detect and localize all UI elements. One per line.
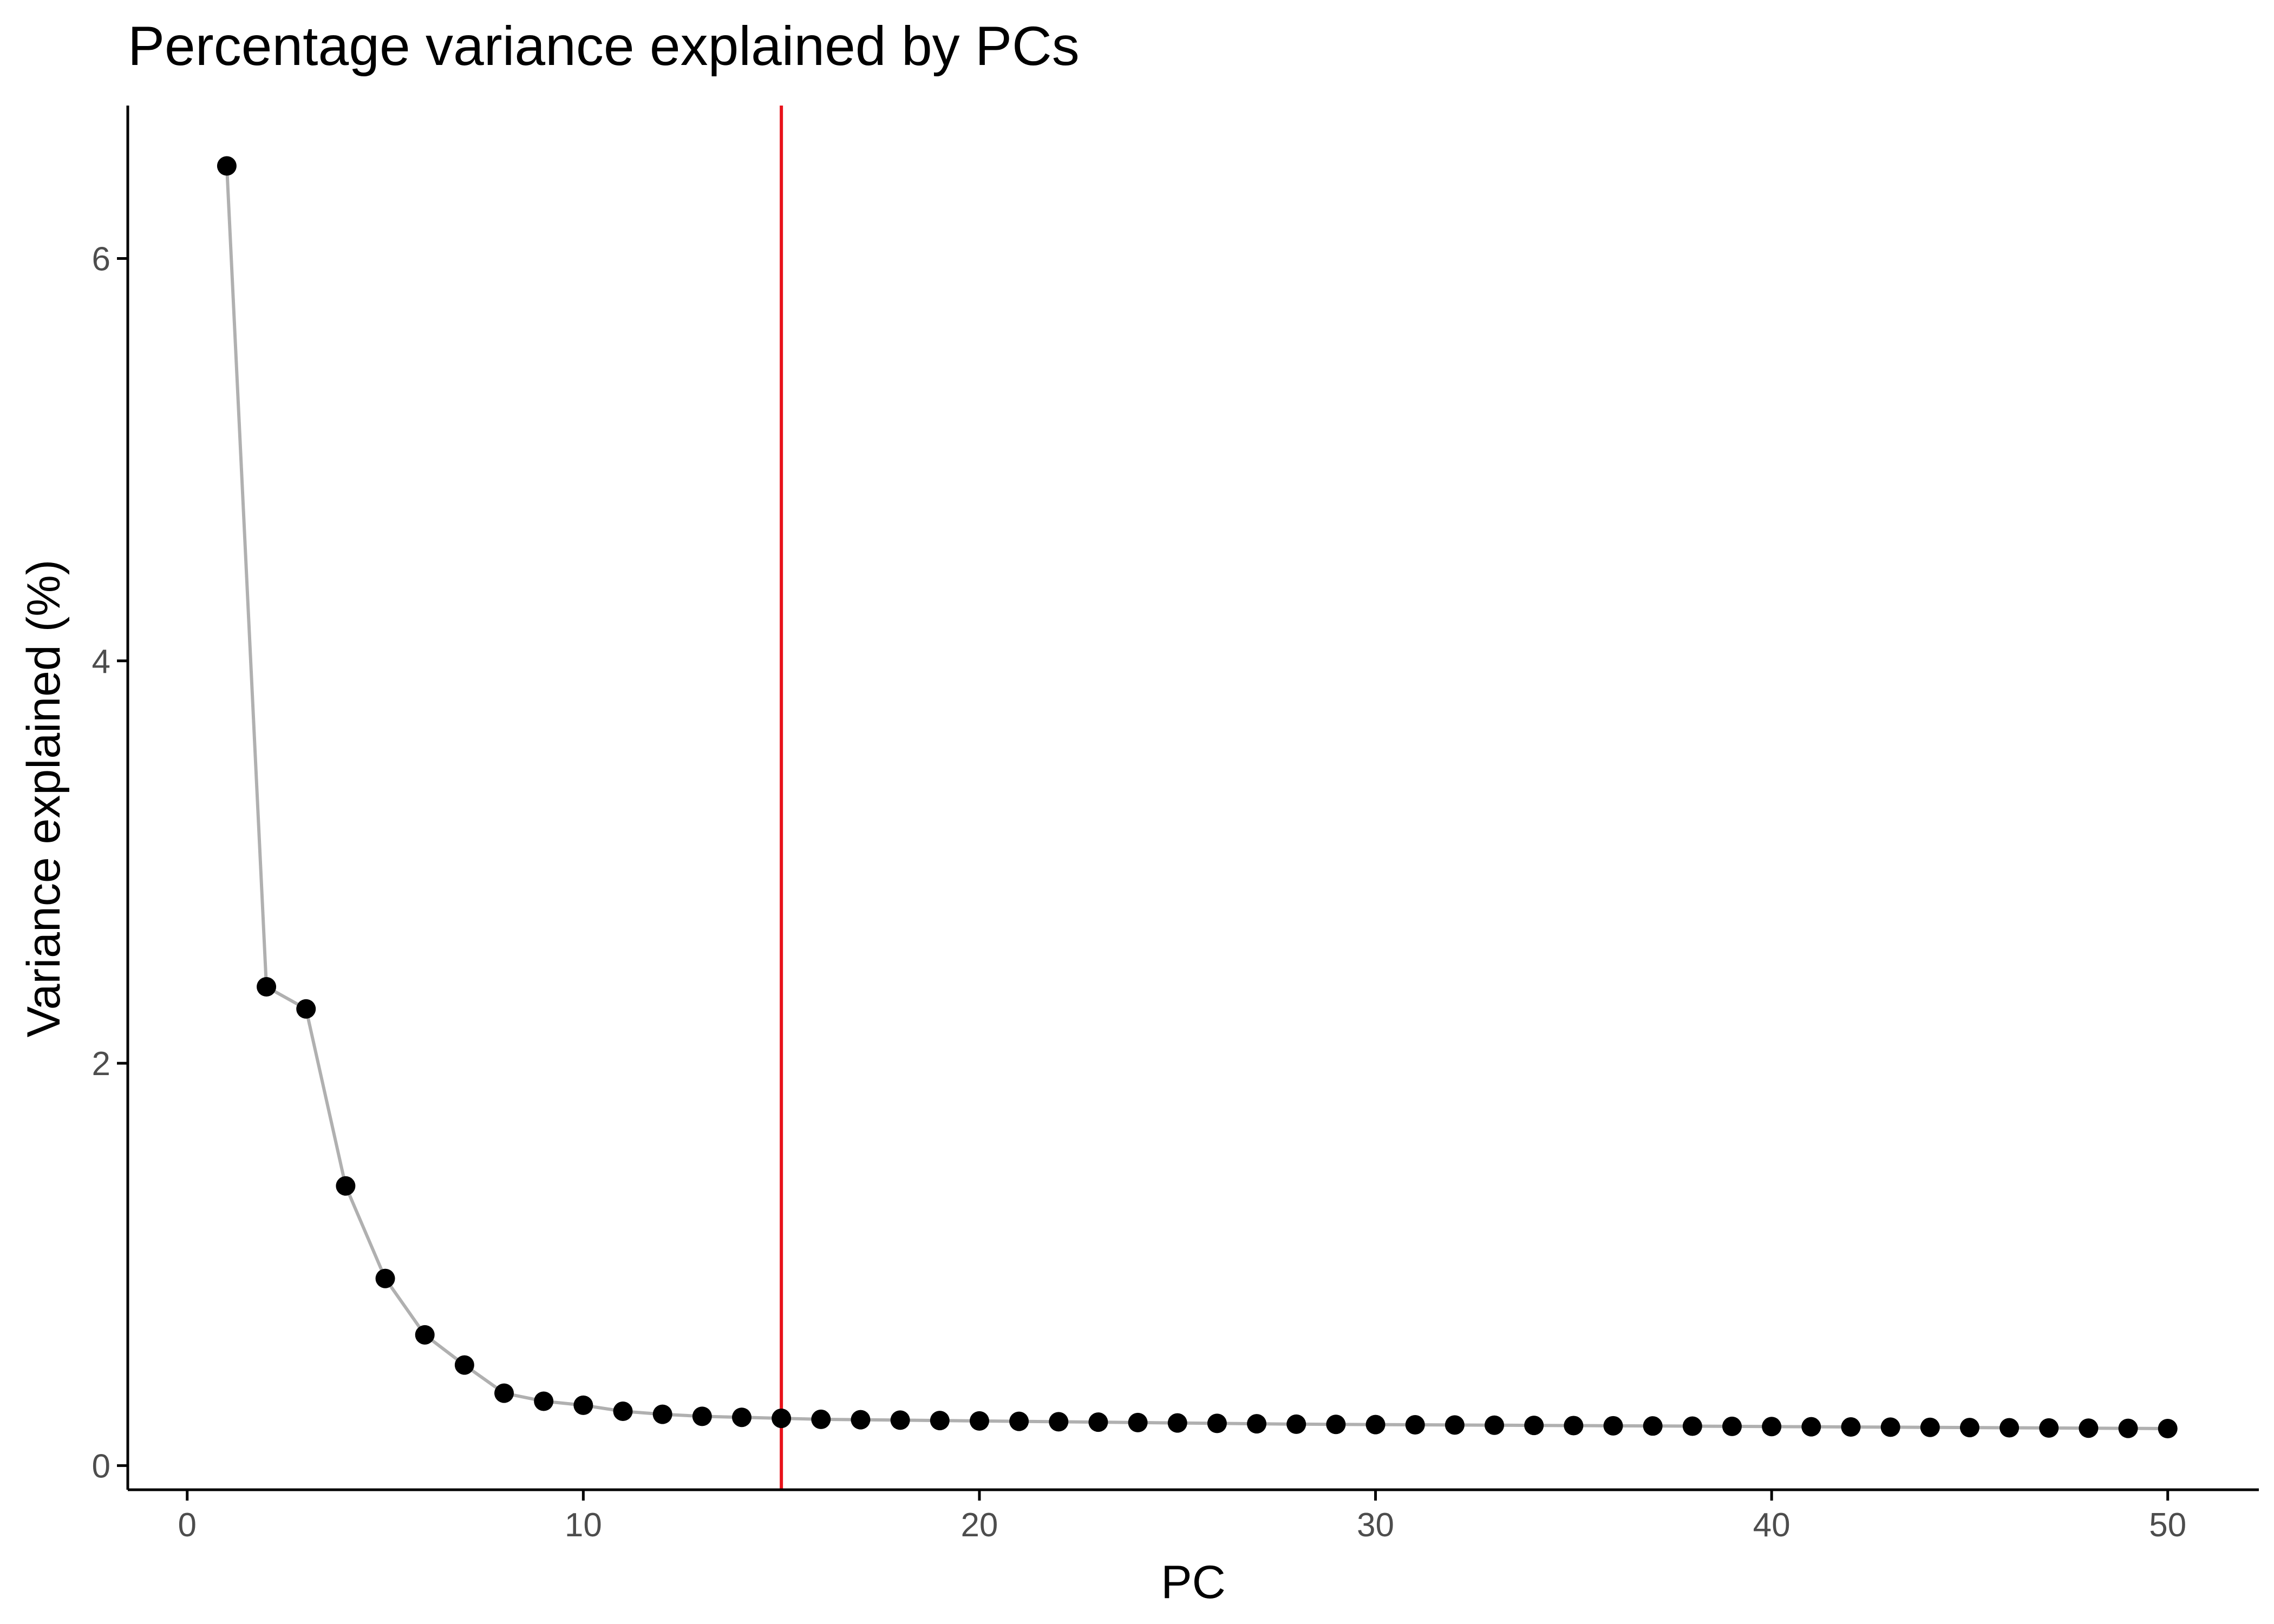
data-point — [1128, 1412, 1148, 1432]
data-point — [1920, 1417, 1940, 1437]
data-point — [890, 1410, 910, 1430]
data-point — [2158, 1419, 2178, 1439]
y-tick-label: 6 — [92, 240, 110, 278]
x-tick-label: 0 — [178, 1507, 196, 1544]
y-axis-title: Variance explained (%) — [18, 560, 70, 1038]
data-point — [1564, 1416, 1584, 1436]
data-point — [1999, 1418, 2020, 1438]
data-point — [217, 156, 237, 176]
data-point — [494, 1383, 514, 1403]
data-point — [2079, 1418, 2099, 1438]
data-point — [375, 1268, 395, 1288]
data-point — [1485, 1415, 1505, 1435]
data-point — [1643, 1416, 1663, 1436]
data-point — [2118, 1418, 2138, 1438]
data-point — [1247, 1414, 1267, 1434]
x-tick-label: 40 — [1753, 1507, 1791, 1544]
data-point — [1762, 1417, 1782, 1437]
data-point — [1841, 1417, 1861, 1437]
data-point — [1603, 1416, 1623, 1436]
data-point — [1880, 1417, 1900, 1437]
data-point — [1009, 1411, 1029, 1431]
data-point — [2039, 1418, 2059, 1438]
data-point — [652, 1404, 672, 1424]
data-point — [534, 1391, 554, 1411]
chart-title: Percentage variance explained by PCs — [128, 15, 1080, 77]
data-point — [1326, 1415, 1346, 1435]
data-point — [851, 1410, 871, 1430]
data-point — [573, 1395, 593, 1415]
y-tick-label: 0 — [92, 1448, 110, 1485]
data-point — [1801, 1417, 1821, 1437]
x-tick-label: 10 — [565, 1507, 602, 1544]
data-point — [1286, 1414, 1306, 1434]
data-point — [1722, 1416, 1742, 1436]
data-point — [257, 977, 277, 997]
data-point — [811, 1409, 831, 1429]
y-tick-label: 2 — [92, 1045, 110, 1083]
data-point — [731, 1407, 752, 1427]
x-tick-label: 30 — [1357, 1507, 1394, 1544]
data-points — [217, 156, 2178, 1439]
data-point — [296, 999, 316, 1019]
data-point — [415, 1325, 435, 1345]
data-point — [692, 1406, 712, 1426]
y-tick-label: 4 — [92, 643, 110, 680]
x-tick-label: 20 — [960, 1507, 998, 1544]
x-axis-ticks: 0 10 20 30 40 50 — [178, 1490, 2186, 1544]
plot-panel: 0 10 20 30 40 50 0 2 4 6 — [92, 106, 2259, 1544]
data-point — [930, 1411, 950, 1431]
data-point — [1959, 1418, 1979, 1438]
data-point — [1682, 1416, 1702, 1436]
data-point — [969, 1411, 989, 1431]
y-axis-ticks: 0 2 4 6 — [92, 240, 128, 1485]
x-tick-label: 50 — [2149, 1507, 2186, 1544]
data-point — [1167, 1413, 1187, 1433]
data-point — [1365, 1415, 1386, 1435]
data-point — [772, 1409, 792, 1429]
data-point — [1405, 1415, 1425, 1435]
data-point — [1445, 1415, 1465, 1435]
data-point — [1524, 1416, 1544, 1436]
data-point — [1088, 1412, 1108, 1432]
x-axis-title: PC — [1161, 1556, 1225, 1608]
data-point — [454, 1355, 474, 1375]
data-point — [613, 1402, 633, 1422]
data-point — [1049, 1412, 1069, 1432]
data-point — [1207, 1413, 1227, 1433]
data-point — [336, 1176, 356, 1196]
